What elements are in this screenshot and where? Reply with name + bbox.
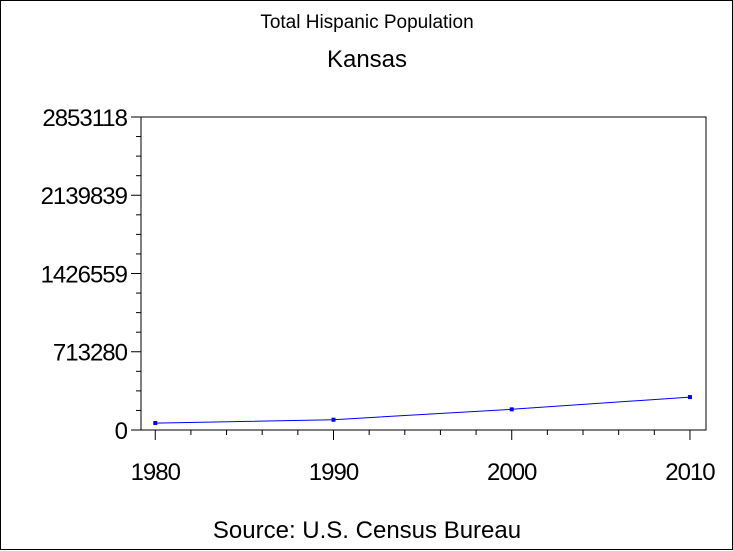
y-tick-label: 1426559: [41, 262, 128, 289]
data-point: [331, 417, 336, 422]
series-line: [155, 396, 691, 424]
chart-title: Total Hispanic Population: [260, 12, 473, 33]
x-axis: 1980 1990 2000 2010: [131, 430, 716, 486]
y-tick-label: 713280: [53, 340, 128, 367]
x-tick-label: 2010: [665, 459, 715, 486]
x-tick-label: 1980: [131, 459, 181, 486]
x-tick-label: 1990: [309, 459, 359, 486]
series-layer: [153, 395, 692, 426]
y-tick-label: 2139839: [41, 183, 128, 210]
y-axis: 0 713280 1426559 2139839 2853118: [41, 105, 141, 445]
data-point: [509, 407, 514, 412]
data-point: [153, 421, 158, 426]
y-tick-label: 2853118: [42, 105, 127, 132]
chart-subtitle: Kansas: [327, 46, 407, 73]
x-tick-label: 2000: [487, 459, 537, 486]
source-note: Source: U.S. Census Bureau: [213, 517, 521, 544]
y-tick-label: 0: [115, 418, 128, 445]
plot-area: [140, 116, 707, 431]
data-point: [687, 395, 692, 400]
